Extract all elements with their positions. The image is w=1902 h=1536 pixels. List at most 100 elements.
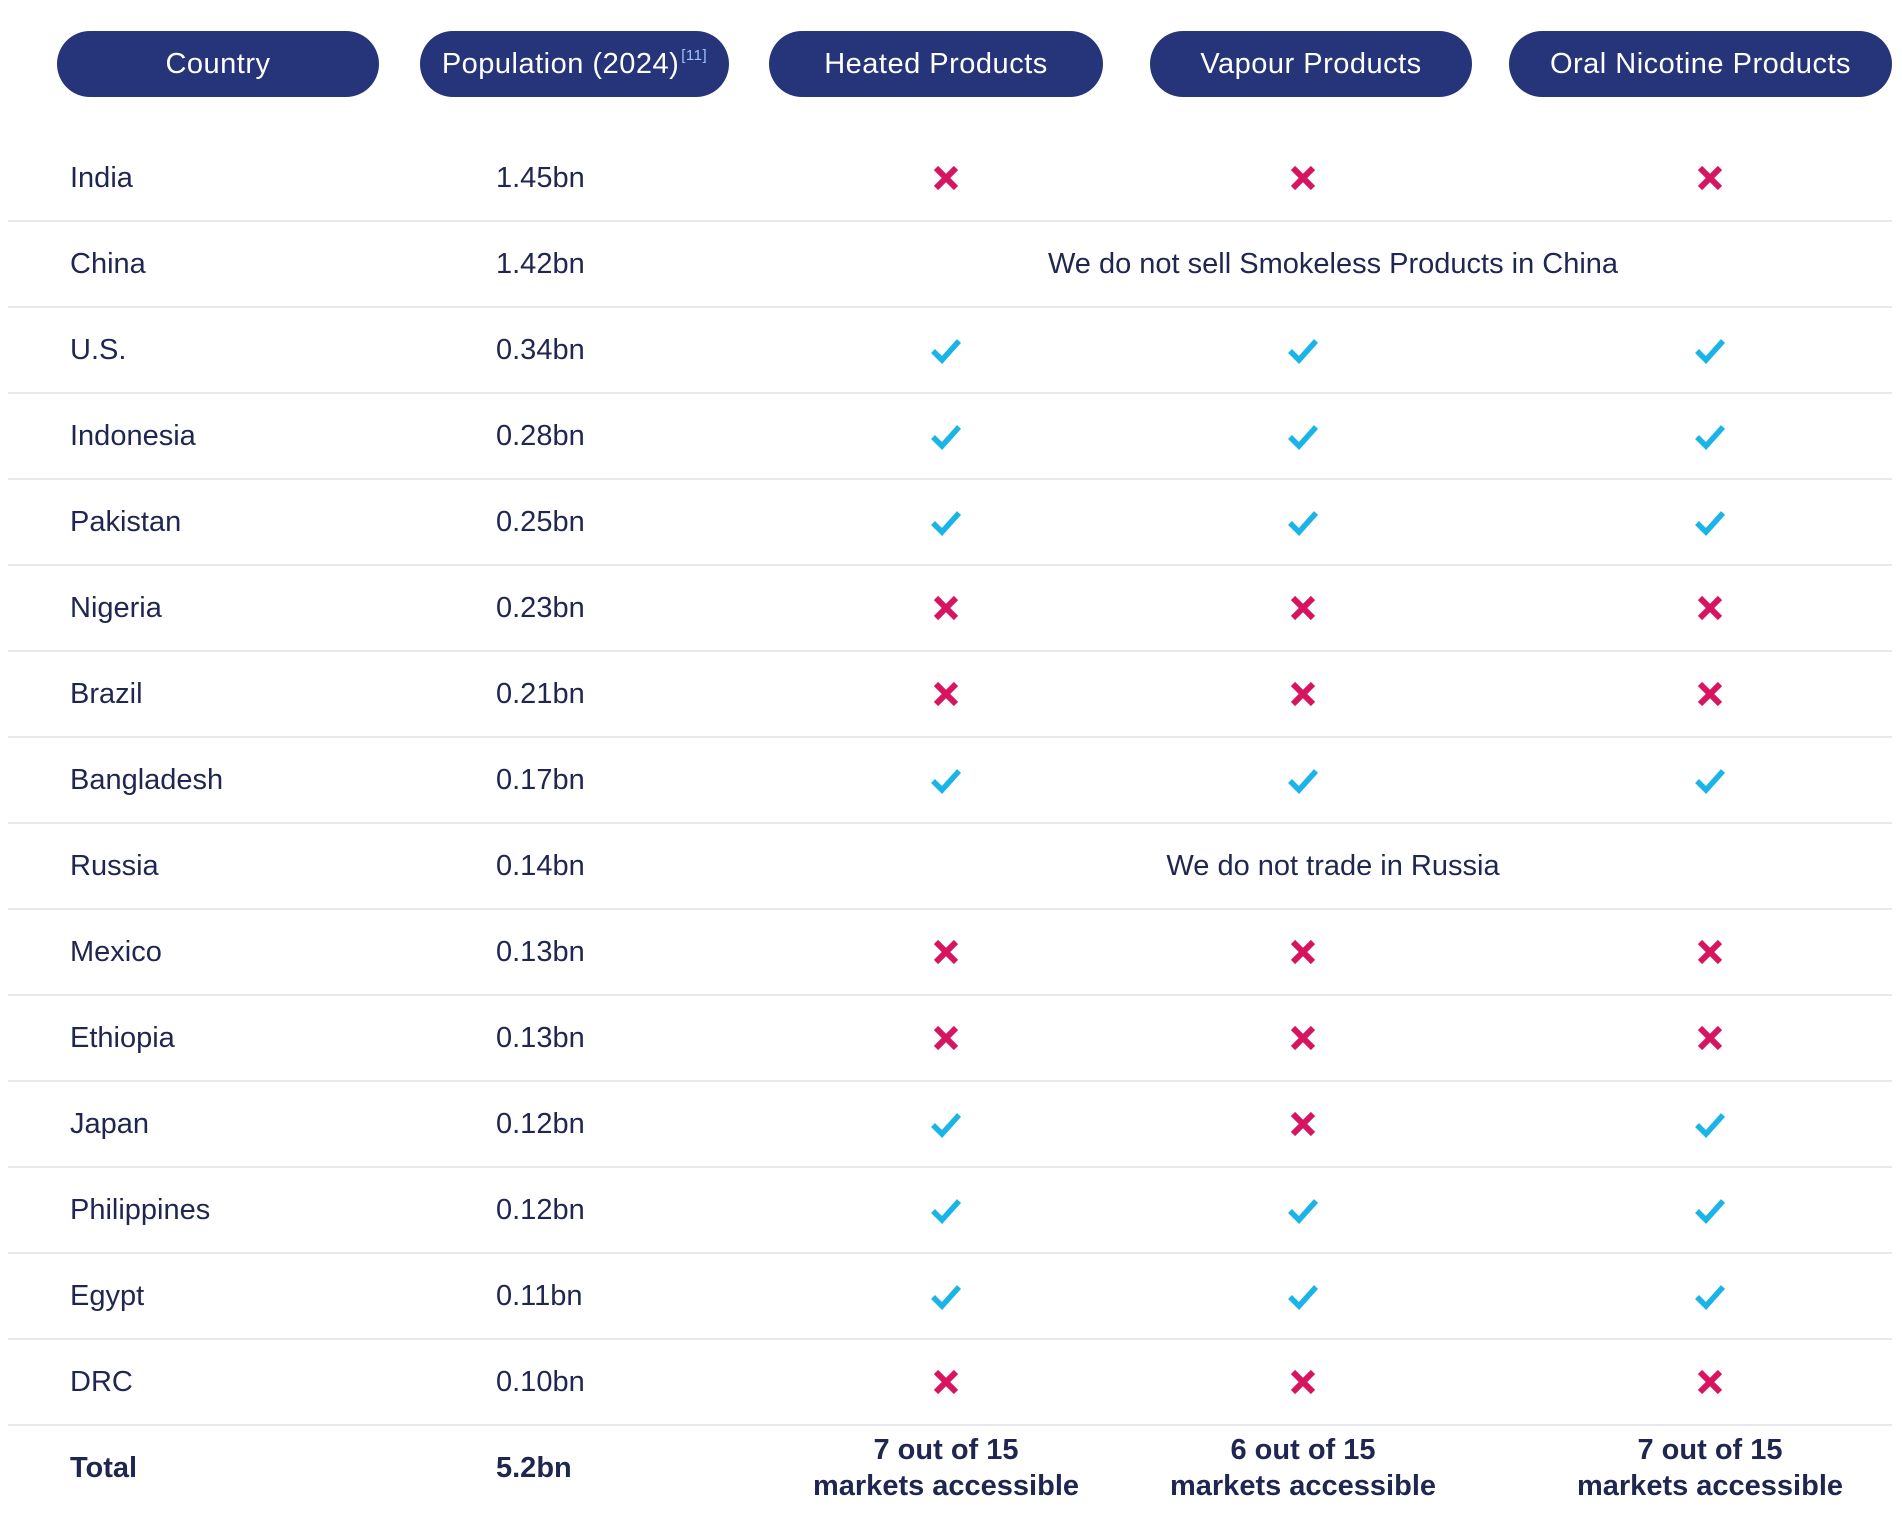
- table-row: Egypt 0.11bn: [8, 1254, 1892, 1340]
- cross-icon: [1290, 939, 1316, 965]
- cross-icon: [1697, 939, 1723, 965]
- oral-status: [1510, 308, 1902, 392]
- country-name: Pakistan: [70, 505, 182, 538]
- cross-icon: [933, 165, 959, 191]
- header-oral-label: Oral Nicotine Products: [1549, 47, 1852, 80]
- vapour-status: [1103, 308, 1503, 392]
- total-row: Total 5.2bn 7 out of 15 markets accessib…: [8, 1426, 1892, 1536]
- table-row: Brazil 0.21bn: [8, 652, 1892, 738]
- header-country-label: Country: [165, 47, 271, 80]
- vapour-status: [1103, 566, 1503, 650]
- check-icon: [1288, 769, 1319, 795]
- population-value: 0.25bn: [496, 505, 585, 538]
- row-note: We do not sell Smokeless Products in Chi…: [1047, 247, 1619, 280]
- heated-status: [746, 910, 1146, 994]
- oral-status: [1510, 566, 1902, 650]
- population-value: 1.42bn: [496, 247, 585, 280]
- vapour-status: [1103, 136, 1503, 220]
- total-heated-caption: markets accessible: [812, 1470, 1080, 1502]
- header-heated-products: Heated Products: [769, 31, 1103, 97]
- population-value: 0.12bn: [496, 1193, 585, 1226]
- total-heated: 7 out of 15 markets accessible: [746, 1426, 1146, 1510]
- check-icon: [1695, 1199, 1726, 1225]
- oral-status: [1510, 738, 1902, 822]
- heated-status: [746, 1082, 1146, 1166]
- footnote-reference-link[interactable]: [11]: [681, 46, 708, 64]
- cross-icon: [1697, 595, 1723, 621]
- oral-status: [1510, 1168, 1902, 1252]
- oral-status: [1510, 652, 1902, 736]
- check-icon: [1288, 339, 1319, 365]
- population-value: 0.14bn: [496, 849, 585, 882]
- row-note: We do not trade in Russia: [1166, 849, 1500, 882]
- check-icon: [1288, 425, 1319, 451]
- table-row: U.S. 0.34bn: [8, 308, 1892, 394]
- heated-status: [746, 480, 1146, 564]
- check-icon: [1288, 1285, 1319, 1311]
- total-oral-caption: markets accessible: [1576, 1470, 1844, 1502]
- table-row: Ethiopia 0.13bn: [8, 996, 1892, 1082]
- header-population: Population (2024) [11]: [420, 31, 729, 97]
- population-value: 0.28bn: [496, 419, 585, 452]
- table-row: China 1.42bn We do not sell Smokeless Prod…: [8, 222, 1892, 308]
- total-oral-count: 7 out of 15: [1637, 1434, 1783, 1466]
- cross-icon: [1697, 1025, 1723, 1051]
- check-icon: [1695, 511, 1726, 537]
- check-icon: [1695, 1113, 1726, 1139]
- vapour-status: [1103, 1254, 1503, 1338]
- population-value: 0.12bn: [496, 1107, 585, 1140]
- population-value: 0.23bn: [496, 591, 585, 624]
- heated-status: [746, 652, 1146, 736]
- cross-icon: [1697, 681, 1723, 707]
- table-body: India 1.45bn China 1.42bn We do not sell Smo…: [0, 136, 1902, 1536]
- vapour-status: [1103, 1168, 1503, 1252]
- header-country: Country: [57, 31, 379, 97]
- table-row: Philippines 0.12bn: [8, 1168, 1892, 1254]
- check-icon: [1695, 425, 1726, 451]
- table-row: Pakistan 0.25bn: [8, 480, 1892, 566]
- cross-icon: [1290, 165, 1316, 191]
- vapour-status: [1103, 1082, 1503, 1166]
- cross-icon: [1697, 1369, 1723, 1395]
- total-label: Total: [70, 1451, 138, 1484]
- oral-status: [1510, 480, 1902, 564]
- header-heated-label: Heated Products: [824, 47, 1048, 80]
- population-value: 0.21bn: [496, 677, 585, 710]
- check-icon: [1695, 1285, 1726, 1311]
- country-name: India: [70, 161, 133, 194]
- table-row: Russia 0.14bn We do not trade in Russia: [8, 824, 1892, 910]
- oral-status: [1510, 910, 1902, 994]
- vapour-status: [1103, 652, 1503, 736]
- oral-status: [1510, 1082, 1902, 1166]
- oral-status: [1510, 136, 1902, 220]
- vapour-status: [1103, 738, 1503, 822]
- heated-status: [746, 136, 1146, 220]
- check-icon: [931, 339, 962, 365]
- cross-icon: [933, 1369, 959, 1395]
- oral-status: [1510, 1340, 1902, 1424]
- check-icon: [1695, 769, 1726, 795]
- cross-icon: [1290, 595, 1316, 621]
- cross-icon: [1290, 681, 1316, 707]
- table-row: India 1.45bn: [8, 136, 1892, 222]
- country-name: Japan: [70, 1107, 150, 1140]
- header-vapour-products: Vapour Products: [1150, 31, 1472, 97]
- oral-status: [1510, 394, 1902, 478]
- heated-status: [746, 996, 1146, 1080]
- population-value: 0.10bn: [496, 1365, 585, 1398]
- country-name: DRC: [70, 1365, 133, 1398]
- table-row: Nigeria 0.23bn: [8, 566, 1892, 652]
- total-population: 5.2bn: [496, 1451, 572, 1484]
- country-name: Indonesia: [70, 419, 196, 452]
- country-name: Egypt: [70, 1279, 145, 1312]
- cross-icon: [1290, 1025, 1316, 1051]
- country-name: Nigeria: [70, 591, 162, 624]
- table-row: Indonesia 0.28bn: [8, 394, 1892, 480]
- country-name: Brazil: [70, 677, 143, 710]
- country-name: Philippines: [70, 1193, 211, 1226]
- table-header: Country Population (2024) [11] Heated Pro…: [0, 31, 1902, 97]
- heated-status: [746, 1340, 1146, 1424]
- table-row: Mexico 0.13bn: [8, 910, 1892, 996]
- total-heated-count: 7 out of 15: [873, 1434, 1019, 1466]
- cross-icon: [1290, 1111, 1316, 1137]
